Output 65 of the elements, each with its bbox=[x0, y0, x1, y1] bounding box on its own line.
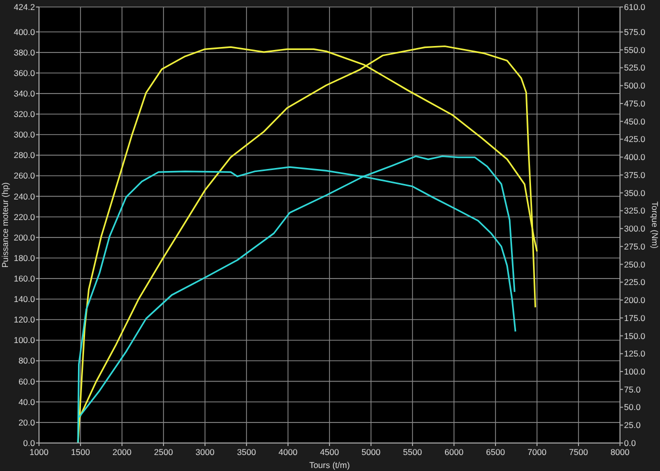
x-tick-label: 4500 bbox=[320, 447, 340, 457]
y-tick-label: 20.0 bbox=[18, 417, 36, 428]
y2-tick-label: 400.0 bbox=[624, 152, 646, 162]
y2-tick-label: 125.0 bbox=[624, 348, 646, 359]
x-tick-label: 1500 bbox=[71, 447, 90, 457]
x-tick-label: 4000 bbox=[278, 447, 298, 457]
x-tick-label: 8000 bbox=[610, 447, 630, 457]
x-tick-label: 5000 bbox=[362, 447, 381, 457]
y2-tick-label: 275.0 bbox=[624, 241, 646, 252]
y2-tick-label: 75.0 bbox=[624, 384, 641, 394]
y2-tick-label: 425.0 bbox=[624, 134, 646, 144]
y2-tick-label: 175.0 bbox=[624, 312, 646, 323]
y2-tick-label: 575.0 bbox=[624, 26, 646, 37]
y2-tick-label: 350.0 bbox=[624, 188, 646, 198]
y2-tick-label: 610.0 bbox=[624, 2, 646, 12]
y2-tick-label: 300.0 bbox=[624, 224, 646, 234]
y-tick-label: 60.0 bbox=[18, 376, 36, 386]
y-tick-label: 260.0 bbox=[14, 170, 36, 181]
y-tick-label: 380.0 bbox=[14, 47, 36, 58]
y-tick-label: 424.2 bbox=[14, 2, 36, 12]
x-tick-label: 6000 bbox=[444, 447, 464, 457]
y-tick-label: 340.0 bbox=[14, 88, 36, 99]
y2-axis-title: Torque (Nm) bbox=[650, 201, 660, 249]
y-tick-label: 400.0 bbox=[14, 26, 36, 37]
y2-tick-label: 450.0 bbox=[624, 116, 646, 126]
y2-tick-label: 0.0 bbox=[624, 438, 636, 448]
y-tick-label: 80.0 bbox=[18, 356, 36, 366]
x-tick-label: 2000 bbox=[112, 447, 132, 457]
y2-tick-label: 150.0 bbox=[624, 330, 646, 341]
y2-tick-label: 200.0 bbox=[624, 295, 646, 306]
x-tick-label: 2500 bbox=[154, 447, 174, 457]
y-tick-label: 40.0 bbox=[18, 396, 36, 407]
y-tick-label: 360.0 bbox=[14, 68, 36, 78]
y2-tick-label: 475.0 bbox=[624, 98, 646, 108]
y2-tick-label: 250.0 bbox=[624, 259, 646, 270]
y-tick-label: 100.0 bbox=[14, 335, 36, 346]
x-tick-label: 1000 bbox=[30, 447, 49, 457]
y2-tick-label: 100.0 bbox=[624, 366, 646, 376]
y2-tick-label: 25.0 bbox=[624, 420, 641, 430]
y-tick-label: 220.0 bbox=[14, 212, 36, 222]
x-tick-label: 6500 bbox=[486, 447, 506, 457]
y2-tick-label: 550.0 bbox=[624, 44, 646, 55]
y-tick-label: 200.0 bbox=[14, 232, 36, 242]
x-tick-label: 3000 bbox=[196, 447, 215, 457]
y-tick-label: 120.0 bbox=[14, 314, 36, 325]
y-tick-label: 0.0 bbox=[23, 438, 36, 448]
x-tick-label: 7500 bbox=[569, 447, 588, 457]
y-axis-title: Puissance moteur (hp) bbox=[0, 182, 10, 268]
y-tick-label: 300.0 bbox=[14, 130, 36, 140]
x-tick-label: 7000 bbox=[528, 447, 547, 457]
y-tick-label: 160.0 bbox=[14, 274, 36, 284]
y-tick-label: 280.0 bbox=[14, 150, 36, 160]
y2-tick-label: 375.0 bbox=[624, 170, 646, 180]
y2-tick-label: 225.0 bbox=[624, 277, 646, 288]
y-tick-label: 320.0 bbox=[14, 109, 36, 120]
x-tick-label: 3500 bbox=[237, 447, 256, 457]
y-tick-label: 180.0 bbox=[14, 252, 36, 263]
y-tick-label: 140.0 bbox=[14, 294, 36, 304]
x-tick-label: 5500 bbox=[403, 447, 422, 457]
y-tick-label: 240.0 bbox=[14, 191, 36, 202]
y2-tick-label: 325.0 bbox=[624, 206, 646, 216]
y2-tick-label: 500.0 bbox=[624, 80, 646, 91]
x-axis-title: Tours (t/m) bbox=[309, 460, 350, 470]
y2-tick-label: 50.0 bbox=[624, 402, 641, 412]
y2-tick-label: 525.0 bbox=[624, 62, 646, 73]
